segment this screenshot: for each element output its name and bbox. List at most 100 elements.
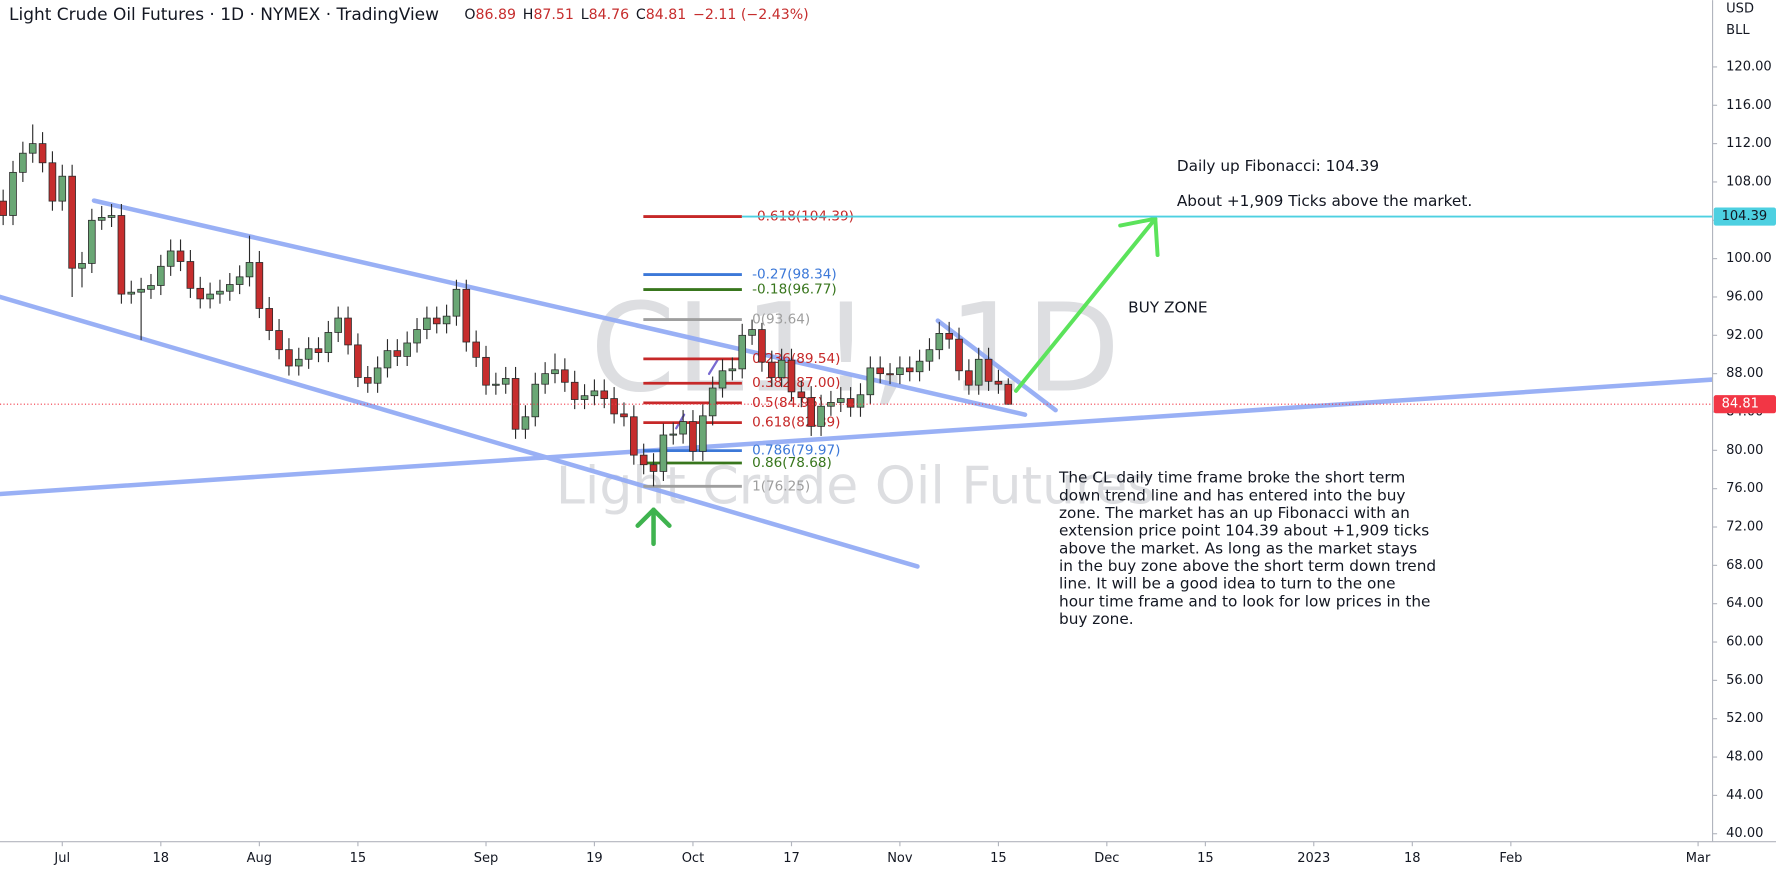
candle-body [886,373,894,376]
candle-body [28,143,37,154]
x-tick-label: Feb [1499,851,1522,866]
fib-level-label: 0.382(87.00) [752,375,840,391]
fib-level-label: 0.618(82.89) [752,415,840,431]
candle-body [285,349,293,367]
candle-body [245,262,254,278]
candle-body [275,330,283,351]
candle-body [797,391,806,399]
candle-body [442,315,451,325]
candle-body [226,284,234,292]
candle-body [314,348,323,353]
candle-body [9,171,17,216]
y-tick-label: 72.00 [1726,520,1763,535]
candle-body [748,329,756,336]
candle-body [216,290,224,295]
candle-body [777,359,786,378]
commentary-line: buy zone. [1059,610,1134,628]
price-axis-bg [1712,0,1776,869]
candle-body [531,383,540,418]
up-arrow [635,507,672,547]
x-tick-label: Nov [887,851,913,866]
candle-body [827,402,835,407]
candle-body [935,333,944,351]
fib-level-label: 0.86(78.68) [752,455,832,471]
commentary-line: hour time frame and to look for low pric… [1059,592,1430,610]
x-tick-label: 18 [153,851,170,866]
candle-body [166,250,175,267]
annotations: Daily up Fibonacci: 104.39 About +1,909 … [1058,157,1472,628]
candle-body [708,387,717,417]
candle-body [501,378,510,385]
ohlc-key: O [464,7,475,23]
x-tick-label: 17 [783,851,800,866]
candle-body [561,369,569,383]
commentary-line: above the market. As long as the market … [1059,539,1417,557]
candle-body [38,143,47,164]
candle-body [758,329,766,363]
price-tag-label: 104.39 [1722,209,1768,224]
candle-body [570,381,579,400]
x-tick-label: Jul [53,851,70,866]
fib-level-label: 0.5(84.95) [752,395,823,411]
y-tick-label: 108.00 [1726,174,1772,189]
x-tick-label: Oct [682,851,705,866]
candle-body [846,398,855,408]
candle-body [423,317,431,330]
candle-body [866,367,875,396]
candle-body [689,421,697,452]
x-tick-label: Dec [1094,851,1119,866]
x-tick-label: Mar [1686,851,1711,866]
fib-level-label: 1(76.25) [752,478,810,494]
candle-body [472,341,480,358]
x-tick-label: 15 [1197,851,1214,866]
candle-body [955,338,963,372]
candle-body [176,250,185,262]
buy-arrow-head [1118,216,1160,257]
candle-body [580,395,589,400]
unit-label: USD [1726,2,1754,17]
candle-body [68,175,76,269]
short-term-down-line [935,318,1058,413]
candle-body [0,200,7,216]
y-tick-label: 80.00 [1726,443,1763,458]
candle-body [452,288,461,317]
candle-body [462,288,471,343]
ohlc-key: H [523,7,534,23]
candle-body [127,291,136,295]
candle-body [669,433,678,436]
candle-body [994,380,1003,385]
y-tick-label: 76.00 [1726,481,1763,496]
candle-body [334,317,342,333]
candle-body [787,359,796,393]
candle-body [403,342,411,357]
y-tick-label: 64.00 [1726,596,1763,611]
arrows [1014,216,1160,393]
header-bg [0,0,816,30]
candle-body [836,398,845,403]
watermark-symbol: CL1!, 1D [590,277,1120,420]
candle-body [48,162,57,202]
candle-body [679,421,687,435]
candle-body [511,378,520,430]
candle-body [659,434,668,472]
candle-body [363,377,372,384]
candles [0,124,1013,487]
candle-body [600,390,609,399]
header: Light Crude Oil Futures · 1D · NYMEX · T… [0,0,816,30]
price-tag-bg [1713,395,1776,414]
ohlc-change: −2.11 (−2.43%) [693,7,809,23]
y-tick-label: 120.00 [1726,59,1772,74]
candle-body [521,416,530,430]
rising-support-line [0,377,1715,497]
x-tick-label: 18 [1404,851,1421,866]
candle-body [393,350,402,357]
candle-body [620,413,628,418]
candle-body [196,287,205,300]
lower-channel-line [0,294,920,569]
y-tick-label: 92.00 [1726,328,1763,343]
fibonacci-levels: -0.618(104.39)-0.27(98.34)-0.18(96.77)0(… [643,209,854,494]
ohlc-value: 84.81 [646,7,686,23]
price-tag-label: 84.81 [1722,397,1759,412]
candle-body [107,215,116,218]
